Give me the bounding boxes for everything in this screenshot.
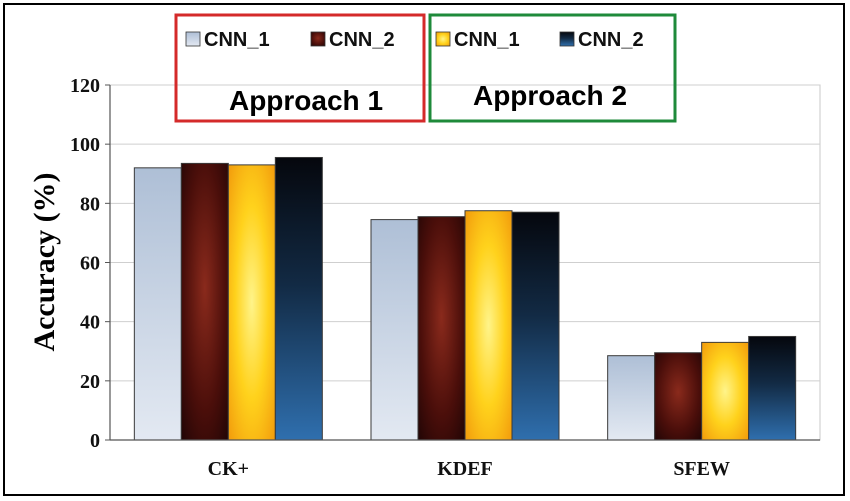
legend-swatch-cnn1-approach-1 xyxy=(185,31,201,47)
y-tick-label: 100 xyxy=(70,134,100,156)
bar-kdef-series-2 xyxy=(464,210,513,441)
bar-ck-series-3 xyxy=(274,156,323,441)
bar-kdef-series-0 xyxy=(370,219,419,441)
bar-sfew-series-1 xyxy=(654,352,703,441)
bar-ck-series-2 xyxy=(227,164,276,441)
legend-group-box-approach-1 xyxy=(174,13,426,123)
legend-swatch-cnn2-approach-2 xyxy=(559,31,575,47)
legend-label-cnn1-approach-2: CNN_1 xyxy=(454,29,520,51)
bar-ck-series-0 xyxy=(133,167,182,441)
y-tick-label: 60 xyxy=(80,253,100,275)
legend-group-box-approach-2 xyxy=(428,13,677,123)
y-tick-label: 120 xyxy=(70,75,100,97)
y-tick-label: 80 xyxy=(80,193,100,215)
bars xyxy=(133,156,797,441)
legend-label-cnn1-approach-1: CNN_1 xyxy=(204,29,270,51)
y-axis: 0 20 40 60 80 100 120 xyxy=(70,75,110,452)
x-tick-label: CK+ xyxy=(208,458,249,480)
y-tick-label: 0 xyxy=(90,430,100,452)
x-tick-label: SFEW xyxy=(673,458,730,480)
x-axis: CK+ KDEF SFEW xyxy=(208,458,730,480)
bar-kdef-series-3 xyxy=(511,211,560,441)
legend-swatch-cnn1-approach-2 xyxy=(435,31,451,47)
bar-ck-series-1 xyxy=(180,162,229,441)
legend-label-cnn2-approach-1: CNN_2 xyxy=(329,29,395,51)
bar-sfew-series-0 xyxy=(607,355,656,441)
bar-kdef-series-1 xyxy=(417,216,466,441)
legend-group-title-approach-1: Approach 1 xyxy=(229,85,383,116)
legend-swatch-cnn2-approach-1 xyxy=(310,31,326,47)
y-tick-label: 40 xyxy=(80,312,100,334)
bar-sfew-series-2 xyxy=(701,341,750,441)
y-tick-label: 20 xyxy=(80,371,100,393)
bar-sfew-series-3 xyxy=(748,335,797,441)
y-axis-label: Accuracy (%) xyxy=(28,172,61,351)
legend-group-title-approach-2: Approach 2 xyxy=(473,80,627,111)
legend-label-cnn2-approach-2: CNN_2 xyxy=(578,29,644,51)
x-tick-label: KDEF xyxy=(437,458,493,480)
